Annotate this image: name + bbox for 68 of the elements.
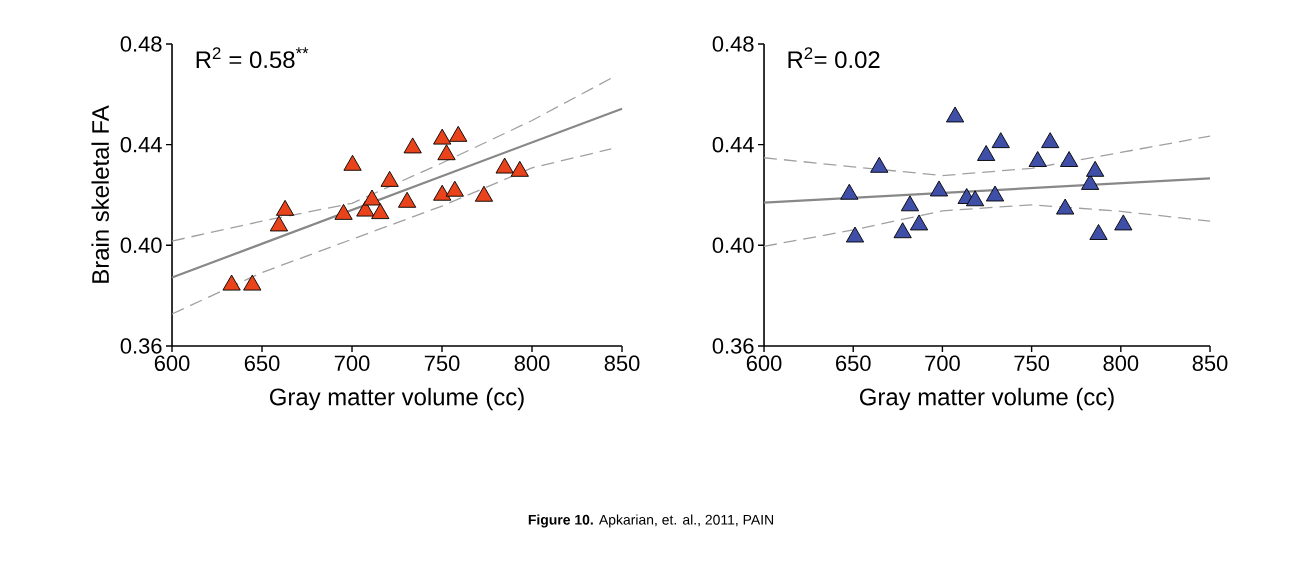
point: [1086, 160, 1105, 177]
x-tick-label: 800: [1103, 355, 1139, 372]
line-series: [763, 204, 1211, 247]
point: [449, 125, 468, 142]
point: [334, 203, 353, 220]
point: [437, 144, 456, 161]
point: [380, 170, 399, 187]
point: [510, 160, 529, 177]
line-series: [171, 148, 612, 315]
x-tick-label: 600: [154, 355, 190, 372]
point: [243, 274, 262, 291]
point: [893, 222, 912, 239]
annotation: R$^{2}$ = 0.58$^{**}$: [196, 47, 309, 69]
x-axis-title: Gray matter volume (cc): [270, 387, 524, 411]
x-tick-label: 700: [334, 355, 370, 372]
y-tick-label: 0.40: [120, 237, 162, 254]
point: [1056, 198, 1075, 215]
point: [1028, 151, 1047, 167]
point: [945, 106, 965, 123]
x-tick-label: 650: [836, 355, 871, 372]
line-series: [171, 77, 612, 242]
point: [845, 226, 865, 243]
point: [1059, 151, 1079, 167]
y-tick-label: 0.44: [120, 136, 162, 153]
point: [870, 156, 889, 173]
point: [900, 195, 920, 212]
y-tick-label: 0.36: [120, 338, 162, 354]
point: [371, 203, 390, 220]
point: [397, 191, 417, 208]
y-axis-title: Brain skeletal FA: [91, 105, 109, 283]
point: [929, 180, 949, 197]
x-tick-label: 600: [746, 355, 782, 372]
point: [965, 190, 985, 207]
y-tick-label: 0.48: [712, 36, 754, 52]
text: Figure 10. Apkarian, et. al., 2011, PAIN: [528, 514, 773, 528]
point: [991, 132, 1010, 149]
x-axis-title: Gray matter volume (cc): [860, 387, 1114, 411]
x-tick-label: 850: [1192, 355, 1228, 372]
point: [275, 199, 295, 216]
point: [977, 145, 996, 161]
point: [343, 154, 362, 171]
line-series: [763, 135, 1211, 177]
annotation: R$^{2}$= 0.02: [788, 47, 880, 69]
x-tick-label: 850: [604, 355, 640, 372]
x-tick-label: 650: [244, 355, 280, 372]
x-tick-label: 800: [514, 355, 550, 372]
point: [1089, 224, 1108, 240]
point: [222, 274, 241, 291]
point: [362, 189, 382, 206]
point: [474, 185, 494, 202]
point: [985, 185, 1005, 202]
point: [495, 157, 514, 174]
x-tick-label: 700: [925, 355, 960, 372]
y-tick-label: 0.40: [712, 237, 754, 254]
point: [445, 180, 464, 197]
point: [1114, 214, 1133, 231]
point: [403, 137, 422, 154]
x-tick-label: 750: [424, 355, 460, 372]
point: [269, 215, 289, 232]
x-tick-label: 750: [1014, 355, 1050, 372]
point: [1041, 132, 1060, 149]
y-tick-label: 0.48: [120, 36, 162, 52]
y-tick-label: 0.36: [712, 338, 754, 354]
point: [840, 183, 859, 200]
y-tick-label: 0.44: [712, 136, 754, 153]
point: [909, 214, 929, 231]
point: [433, 184, 452, 201]
point: [433, 128, 452, 145]
